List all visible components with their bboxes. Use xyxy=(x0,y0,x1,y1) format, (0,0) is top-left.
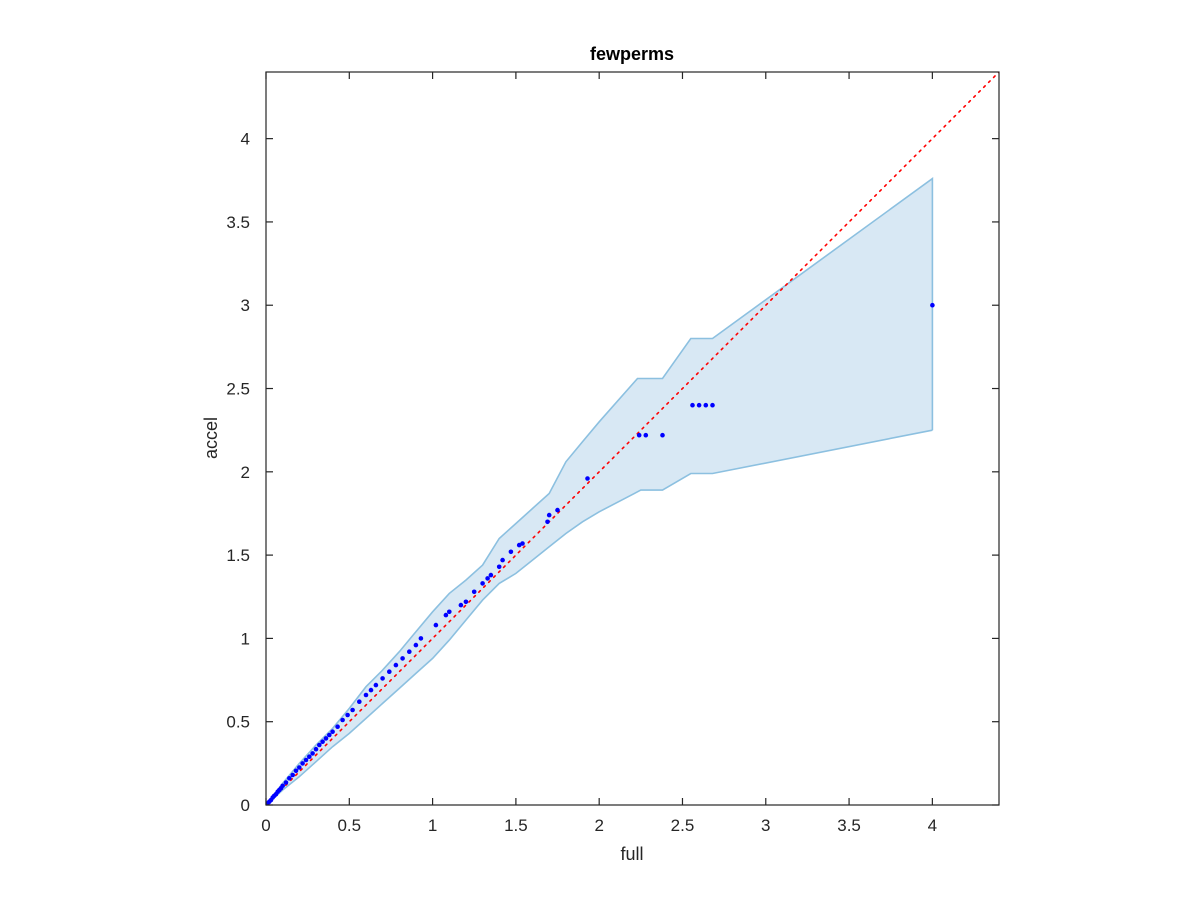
data-point xyxy=(710,402,715,408)
tick-marks xyxy=(265,72,999,806)
data-point xyxy=(508,549,514,555)
data-point xyxy=(488,572,494,578)
data-point xyxy=(585,476,590,481)
data-point xyxy=(546,512,552,518)
data-point xyxy=(287,776,292,781)
data-point xyxy=(463,599,469,605)
data-point xyxy=(407,649,412,654)
data-point xyxy=(690,402,695,408)
data-point xyxy=(545,519,550,525)
band-upper-edge xyxy=(266,177,934,805)
x-tick-label: 0 xyxy=(261,816,270,835)
data-point xyxy=(303,757,309,763)
x-axis-label: full xyxy=(620,844,643,864)
data-point xyxy=(340,717,345,723)
x-tick-label: 4 xyxy=(928,816,937,835)
data-point xyxy=(350,707,355,713)
data-point xyxy=(930,302,935,308)
data-point xyxy=(433,622,439,628)
data-point xyxy=(660,432,665,438)
data-point xyxy=(636,432,642,438)
data-point xyxy=(458,602,464,608)
data-point xyxy=(480,581,485,586)
data-point xyxy=(330,729,335,734)
band-lower-edge xyxy=(266,429,933,805)
data-points xyxy=(266,302,935,805)
y-tick-label: 1 xyxy=(241,629,250,648)
data-point xyxy=(500,557,505,563)
data-point xyxy=(447,609,452,615)
data-point xyxy=(413,642,419,648)
data-point xyxy=(555,507,560,513)
x-tick-label: 1.5 xyxy=(504,816,528,835)
data-point xyxy=(293,768,299,774)
data-point xyxy=(380,676,385,681)
y-tick-labels: 0 0.5 1 1.5 2 2.5 3 3.5 4 xyxy=(226,130,250,815)
y-tick-label: 3.5 xyxy=(226,213,250,232)
data-point xyxy=(320,739,325,744)
data-point xyxy=(335,724,340,729)
y-tick-label: 0 xyxy=(241,796,250,815)
data-point xyxy=(520,541,525,546)
y-tick-label: 3 xyxy=(241,296,250,315)
y-axis-label: accel xyxy=(201,417,221,459)
data-point xyxy=(400,656,405,661)
data-point xyxy=(345,712,350,718)
data-point xyxy=(297,765,302,770)
y-tick-label: 1.5 xyxy=(226,546,250,565)
y-tick-label: 2.5 xyxy=(226,380,250,399)
data-point xyxy=(393,662,399,668)
x-tick-label: 2 xyxy=(594,816,603,835)
chart-title: fewperms xyxy=(590,44,674,64)
data-point xyxy=(323,736,329,741)
data-point xyxy=(327,732,332,738)
data-point xyxy=(300,761,305,766)
data-point xyxy=(317,742,322,748)
y-tick-label: 0.5 xyxy=(226,713,250,732)
y-tick-label: 4 xyxy=(241,130,250,149)
data-point xyxy=(387,669,392,674)
y-tick-label: 2 xyxy=(241,463,250,482)
data-point xyxy=(307,754,312,759)
data-point xyxy=(357,699,362,704)
data-point xyxy=(313,746,319,752)
data-point xyxy=(368,687,374,693)
data-point xyxy=(696,402,702,408)
identity-reference-line xyxy=(266,72,999,805)
x-tick-label: 2.5 xyxy=(671,816,695,835)
data-point xyxy=(280,783,286,789)
data-point xyxy=(283,780,289,785)
data-point xyxy=(643,432,649,438)
data-point xyxy=(290,772,296,778)
data-point xyxy=(496,564,502,570)
data-point xyxy=(373,682,379,688)
x-tick-label: 0.5 xyxy=(337,816,361,835)
data-point xyxy=(471,589,477,595)
confidence-band xyxy=(266,178,933,805)
plot-clip-group xyxy=(266,72,999,805)
x-tick-labels: 0 0.5 1 1.5 2 2.5 3 3.5 4 xyxy=(261,816,937,835)
x-tick-label: 1 xyxy=(428,816,437,835)
data-point xyxy=(485,576,490,581)
data-point xyxy=(363,692,369,698)
data-point xyxy=(443,612,449,618)
axes-box xyxy=(265,71,1000,806)
x-tick-label: 3 xyxy=(761,816,770,835)
x-tick-label: 3.5 xyxy=(837,816,861,835)
data-point xyxy=(310,751,315,756)
data-point xyxy=(703,402,709,408)
data-point xyxy=(418,636,424,641)
